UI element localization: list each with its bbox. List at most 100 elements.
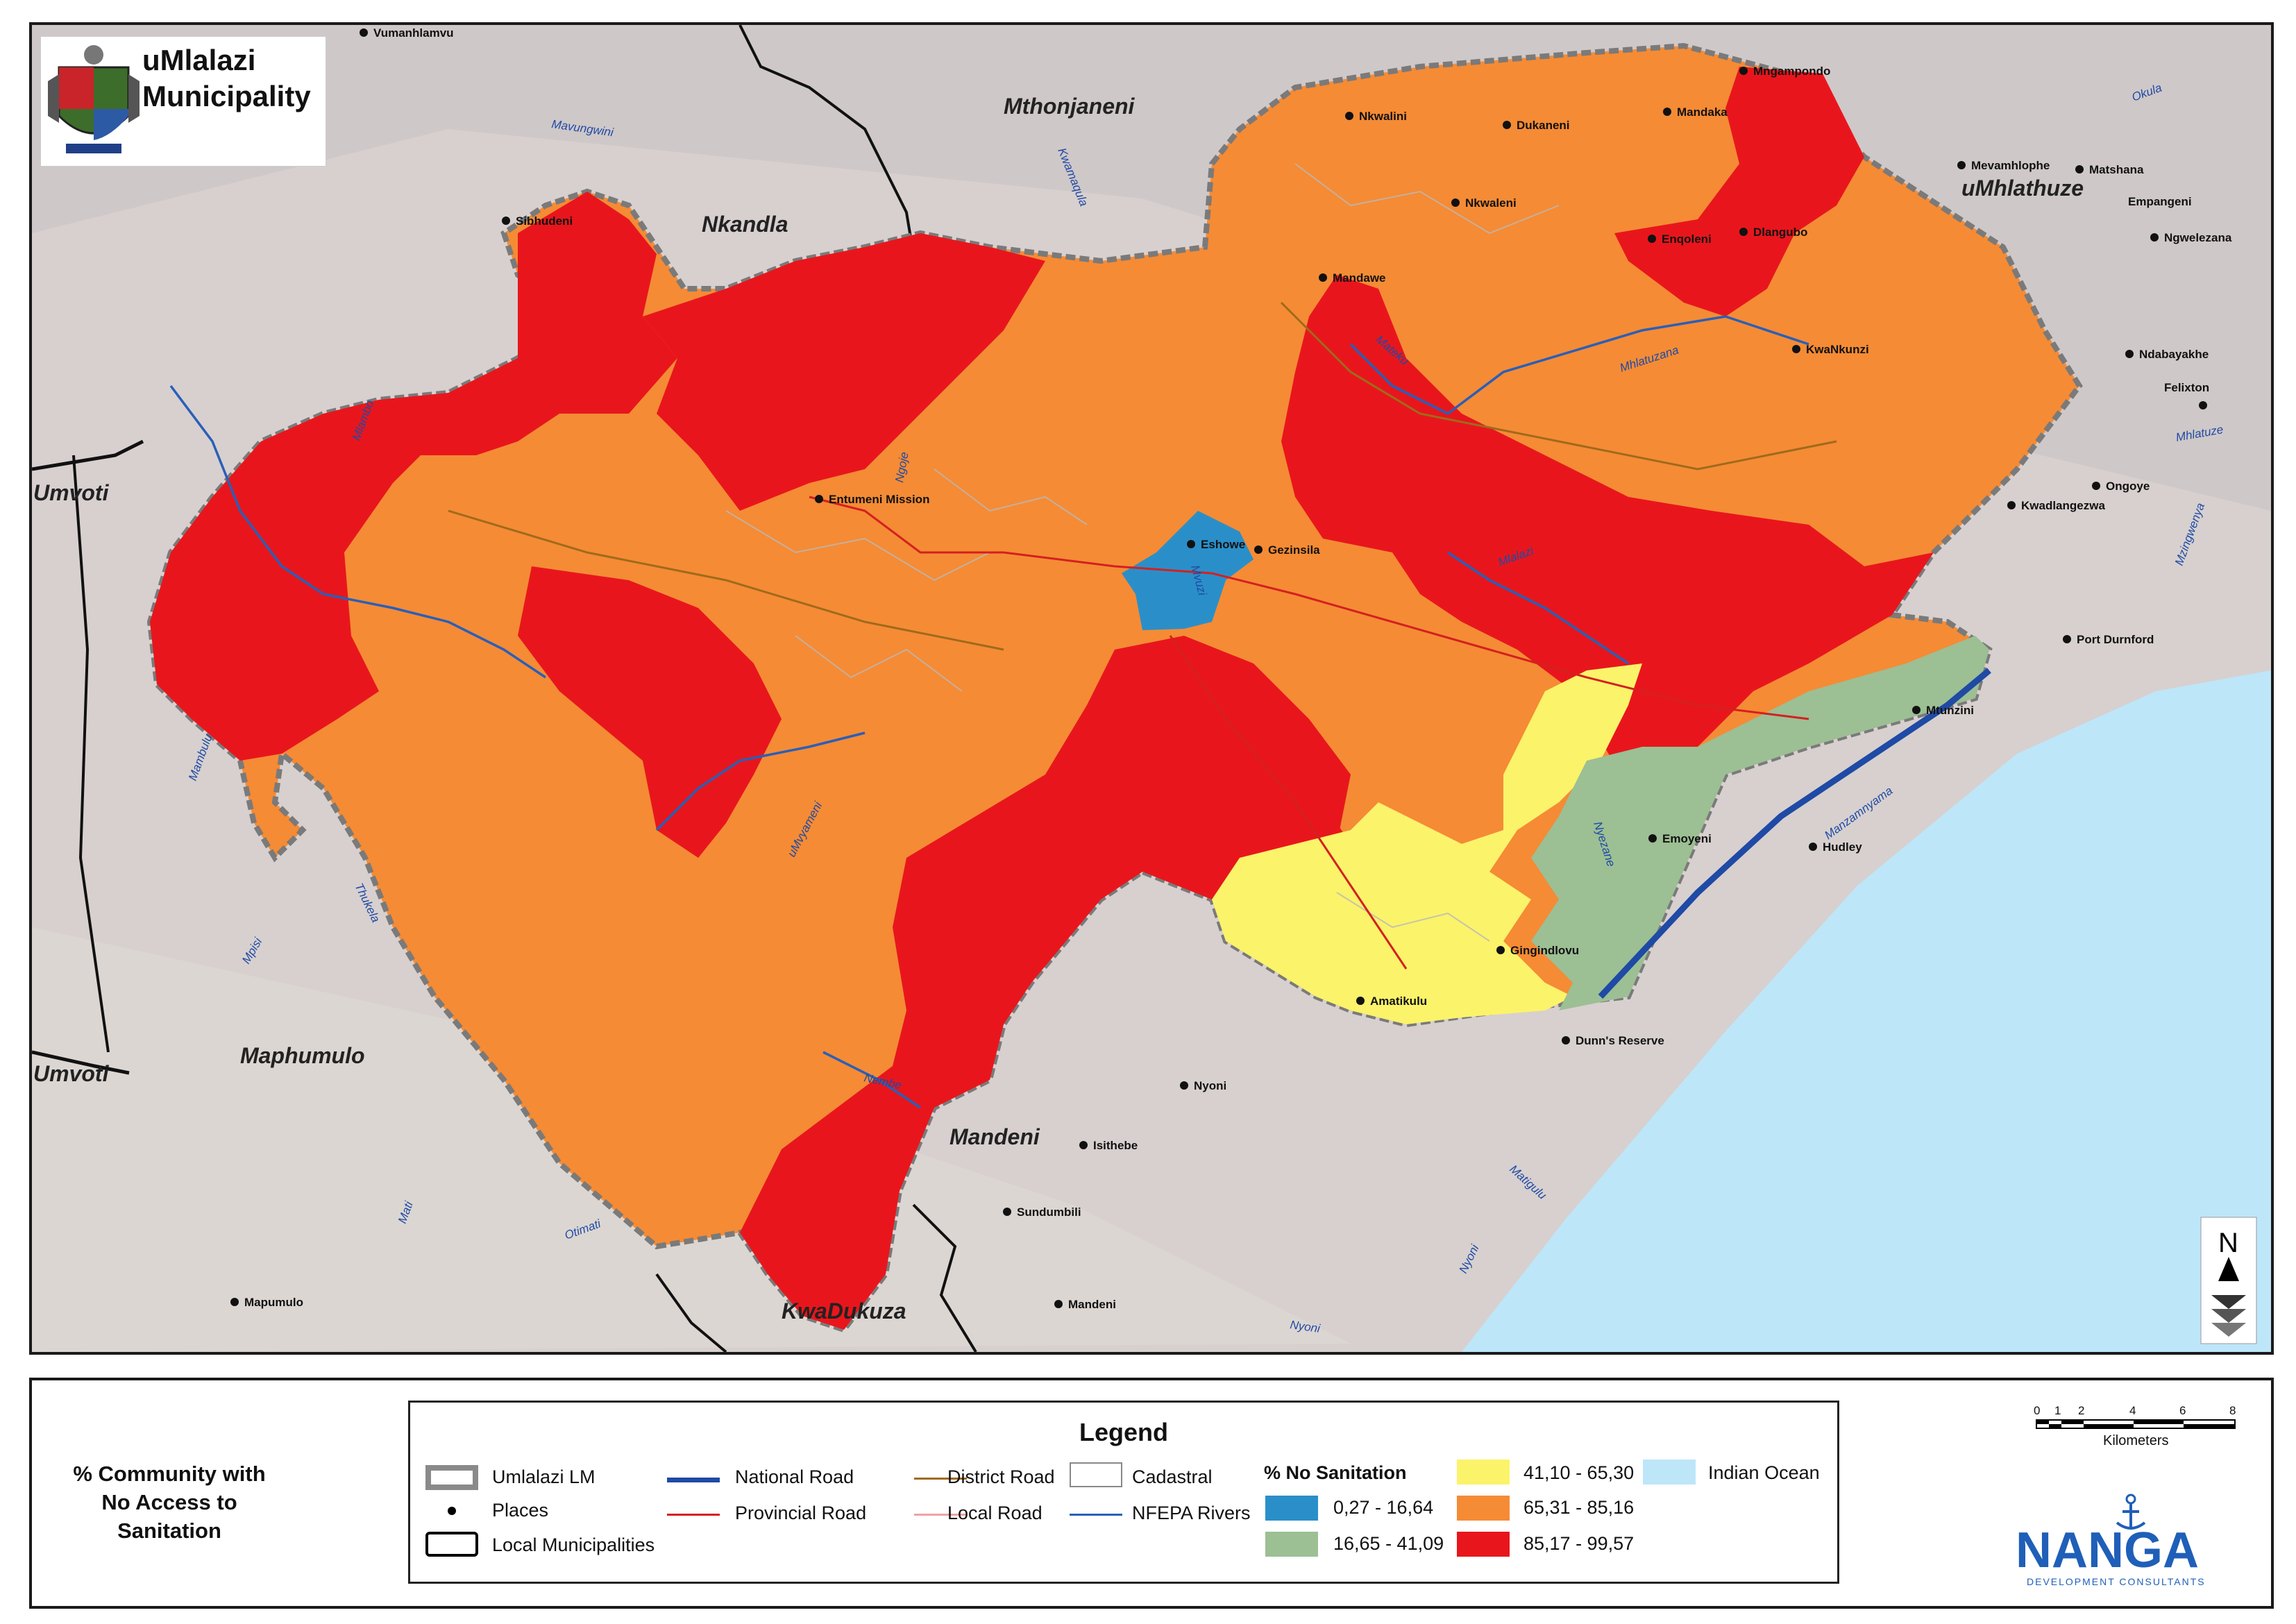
zone-red-north[interactable] [643,233,1045,511]
place-dunns-reserve[interactable]: Dunn's Reserve [1562,1034,1664,1047]
place-vumanhlamvu[interactable]: Vumanhlamvu [360,26,454,40]
place-sibhudeni[interactable]: Sibhudeni [502,214,573,228]
place-gingindlovu[interactable]: Gingindlovu [1496,944,1579,957]
map-title-line-2: No Access to [101,1490,237,1514]
svg-text:Amatikulu: Amatikulu [1370,995,1427,1008]
place-nkwaleni[interactable]: Nkwaleni [1451,196,1517,210]
nanga-logo: NANGA DEVELOPMENT CONSULTANTS [2013,1492,2249,1589]
place-mandaka[interactable]: Mandaka [1663,105,1728,119]
place-dlangubo[interactable]: Dlangubo [1739,226,1807,239]
legend-symbol-cadastral [1070,1462,1122,1487]
map-canvas[interactable]: Nkandla Mthonjaneni uMhlathuze Umvoti Um… [32,25,2271,1352]
svg-text:Matshana: Matshana [2089,163,2144,176]
place-enqoleni[interactable]: Enqoleni [1648,232,1712,246]
legend-label-indian-ocean: Indian Ocean [1708,1462,1820,1483]
zone-red-east[interactable] [1281,275,1934,788]
place-eshowe[interactable]: Eshowe [1187,538,1245,551]
svg-text:Gezinsila: Gezinsila [1268,543,1320,557]
map-title-line-1: % Community with [73,1462,266,1486]
legend-symbol-national-road [667,1478,720,1482]
north-arrow: N [2200,1217,2257,1344]
place-mapumulo[interactable]: Mapumulo [230,1296,303,1309]
legend-label-umlalazi-lm: Umlalazi LM [492,1466,596,1487]
municipal-boundary-umvoti [32,439,144,471]
scale-unit: Kilometers [2103,1433,2168,1448]
place-mtunzini[interactable]: Mtunzini [1912,704,1974,717]
zone-yellow-gingindlovu[interactable] [1212,663,1642,1024]
svg-text:Mandeni: Mandeni [1068,1298,1116,1311]
municipality-logo-panel: uMlalazi Municipality [40,36,326,167]
svg-text:Eshowe: Eshowe [1201,538,1245,551]
district-road-north [1280,301,1837,471]
north-arrow-label: N [2218,1228,2238,1258]
place-nkwalini[interactable]: Nkwalini [1345,110,1407,123]
svg-text:Mapumulo: Mapumulo [244,1296,303,1309]
legend-label-class-3: 41,10 - 65,30 [1523,1462,1635,1483]
legend-label-district-road: District Road [947,1466,1055,1487]
place-empangeni[interactable]: Empangeni [2128,195,2192,208]
scale-tick-0: 0 [2034,1404,2040,1417]
place-nyoni[interactable]: Nyoni [1180,1079,1226,1092]
region-label-umvoti-north: Umvoti [33,480,110,505]
place-felixton[interactable]: Felixton [2164,381,2209,409]
roads [448,301,1991,999]
zone-red-west[interactable] [150,192,677,761]
svg-text:Vumanhlamvu: Vumanhlamvu [373,26,454,40]
municipal-boundary-kwadukuza [912,1203,977,1352]
legend-label-national-road: National Road [735,1466,854,1487]
place-isithebe[interactable]: Isithebe [1079,1139,1138,1152]
place-gezinsila[interactable]: Gezinsila [1254,543,1320,557]
region-label-umvoti-south: Umvoti [33,1061,110,1086]
municipal-boundary-umvoti-south [32,1050,130,1075]
legend-label-class-2: 16,65 - 41,09 [1333,1533,1444,1554]
svg-text:Ongoye: Ongoye [2106,480,2150,493]
place-kwadlangezwa[interactable]: Kwadlangezwa [2007,499,2105,512]
svg-text:Dlangubo: Dlangubo [1753,226,1807,239]
legend-label-provincial-road: Provincial Road [735,1503,867,1523]
place-mandeni[interactable]: Mandeni [1054,1298,1116,1311]
place-matshana[interactable]: Matshana [2075,163,2144,176]
region-label-mandeni: Mandeni [949,1124,1040,1149]
place-mngampondo[interactable]: Mngampondo [1739,65,1830,78]
legend-symbol-district-road [914,1478,967,1480]
place-mandawe[interactable]: Mandawe [1319,271,1386,285]
place-ongoye[interactable]: Ongoye [2092,480,2150,493]
svg-text:Dukaneni: Dukaneni [1517,119,1570,132]
legend-label-nfepa-rivers: NFEPA Rivers [1132,1503,1251,1523]
svg-text:Ngwelezana: Ngwelezana [2164,231,2232,244]
place-dukaneni[interactable]: Dukaneni [1503,119,1570,132]
place-ngwelezana[interactable]: Ngwelezana [2150,231,2232,244]
map-frame[interactable]: Nkandla Mthonjaneni uMhlathuze Umvoti Um… [29,22,2274,1355]
place-amatikulu[interactable]: Amatikulu [1356,995,1427,1008]
region-label-kwadukuza: KwaDukuza [782,1299,906,1323]
legend-symbol-umlalazi-lm [425,1465,478,1490]
place-hudley[interactable]: Hudley [1809,840,1862,854]
place-emoyeni[interactable]: Emoyeni [1648,832,1712,845]
scale-bar: 0 1 2 4 6 8 Kilometers [2034,1402,2242,1464]
zone-green-mtunzini[interactable] [1531,636,1989,1010]
place-mevamhlophe[interactable]: Mevamhlophe [1957,159,2050,172]
legend-swatch-class-1 [1265,1496,1318,1521]
region-label-umhlathuze: uMhlathuze [1961,176,2084,201]
national-road [1598,668,1991,999]
district-road [448,509,1004,651]
legend-label-cadastral: Cadastral [1132,1466,1213,1487]
legend-label-local-road: Local Road [947,1503,1043,1523]
svg-text:Hudley: Hudley [1823,840,1862,854]
legend-swatch-class-2 [1265,1532,1318,1557]
zone-red-south[interactable] [740,636,1351,1330]
svg-text:Kwadlangezwa: Kwadlangezwa [2021,499,2105,512]
municipal-boundary-west [72,455,110,1053]
legend: Legend Umlalazi LM Places Local Municipa… [408,1401,1839,1584]
svg-text:Emoyeni: Emoyeni [1662,832,1712,845]
place-port-durnford[interactable]: Port Durnford [2063,633,2154,646]
zone-red-northeast[interactable] [1614,67,1864,316]
place-sundumbili[interactable]: Sundumbili [1003,1206,1081,1219]
place-ndabayakhe[interactable]: Ndabayakhe [2125,348,2209,361]
zone-red-central-west[interactable] [518,566,782,858]
place-entumeni-mission[interactable]: Entumeni Mission [815,493,929,506]
municipality-title: uMlalazi Municipality [142,42,311,115]
svg-text:Mandawe: Mandawe [1333,271,1386,285]
municipal-boundary-north [738,25,915,255]
place-kwankunzi[interactable]: KwaNkunzi [1792,343,1869,356]
